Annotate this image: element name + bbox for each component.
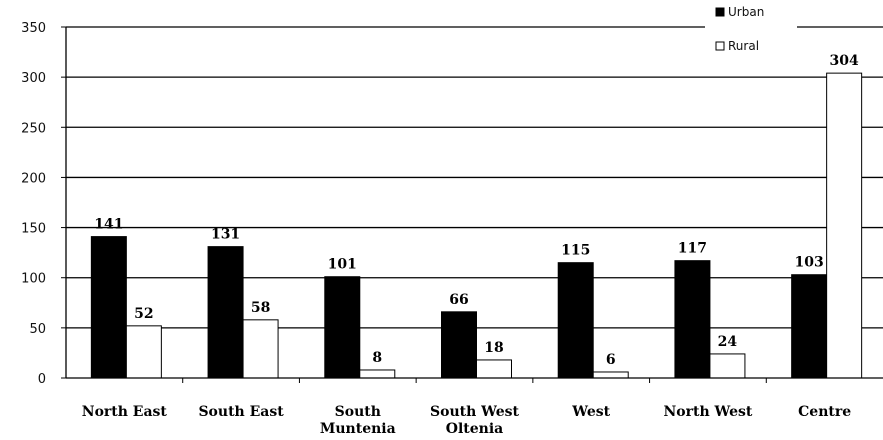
- data-label-urban: 66: [449, 292, 468, 308]
- bar-urban: [791, 274, 828, 379]
- data-label-rural: 304: [830, 53, 859, 69]
- x-category-label-line: Centre: [798, 404, 851, 420]
- y-tick-label: 200: [21, 171, 46, 186]
- legend: Urban Rural: [705, 0, 797, 66]
- data-label-urban: 103: [795, 255, 824, 271]
- bar-urban: [90, 236, 127, 379]
- data-label-urban: 101: [328, 257, 357, 273]
- y-tick-label: 300: [21, 71, 46, 86]
- data-label-urban: 115: [561, 243, 590, 259]
- x-category-label-line: North West: [663, 404, 752, 420]
- bars: [90, 72, 863, 379]
- x-category-label-line: South: [335, 404, 381, 420]
- y-axis: 0 50 100 150 200 250 300 350: [21, 21, 67, 387]
- data-label-rural: 6: [606, 352, 616, 368]
- x-category-label-line: South East: [198, 404, 284, 420]
- legend-swatch-rural: [715, 41, 725, 51]
- y-tick-label: 0: [38, 372, 46, 387]
- legend-label-rural: Rural: [728, 39, 759, 53]
- legend-label-urban: Urban: [728, 5, 764, 19]
- x-category-label: Centre: [798, 404, 851, 420]
- x-category-label: North East: [82, 404, 168, 420]
- y-tick-label: 150: [21, 222, 46, 237]
- x-category-label: West: [571, 404, 610, 420]
- bar-urban: [441, 311, 477, 379]
- bar-urban: [324, 276, 361, 379]
- bar-urban: [207, 246, 244, 379]
- x-category-label-line: South West: [430, 404, 520, 420]
- y-tick-label: 250: [21, 121, 46, 136]
- data-label-urban: 117: [678, 241, 707, 257]
- bar-rural: [826, 72, 863, 379]
- bar-rural: [125, 325, 162, 379]
- y-tick-label: 100: [21, 272, 46, 287]
- y-tick-label: 50: [29, 322, 46, 337]
- data-label-urban: 141: [94, 217, 123, 233]
- x-category-label-line: Oltenia: [446, 421, 503, 437]
- x-category-label: North West: [663, 404, 752, 420]
- gridlines: [66, 26, 883, 329]
- bar-urban: [674, 260, 711, 379]
- data-label-rural: 52: [134, 306, 153, 322]
- x-category-label: South Muntenia: [320, 404, 396, 437]
- x-category-label-line: North East: [82, 404, 168, 420]
- bar-rural: [242, 319, 279, 379]
- x-category-label-line: West: [571, 404, 610, 420]
- bar-rural: [709, 353, 746, 379]
- x-category-label: South West Oltenia: [430, 404, 520, 437]
- bar-urban: [557, 262, 594, 379]
- bar-rural: [592, 371, 629, 379]
- legend-swatch-urban: [715, 7, 725, 17]
- data-label-rural: 18: [484, 340, 503, 356]
- data-label-rural: 24: [718, 334, 738, 350]
- x-category-label: South East: [198, 404, 284, 420]
- data-label-urban: 131: [211, 227, 240, 243]
- bar-rural: [476, 359, 512, 379]
- data-label-rural: 58: [251, 300, 270, 316]
- data-label-rural: 8: [372, 350, 382, 366]
- bar-rural: [359, 369, 396, 379]
- y-tick-label: 350: [21, 21, 46, 36]
- data-labels: 141 52 131 58 101 8 66 18 115 6 117 24 103 304: [94, 53, 859, 368]
- x-category-label-line: Muntenia: [320, 421, 396, 437]
